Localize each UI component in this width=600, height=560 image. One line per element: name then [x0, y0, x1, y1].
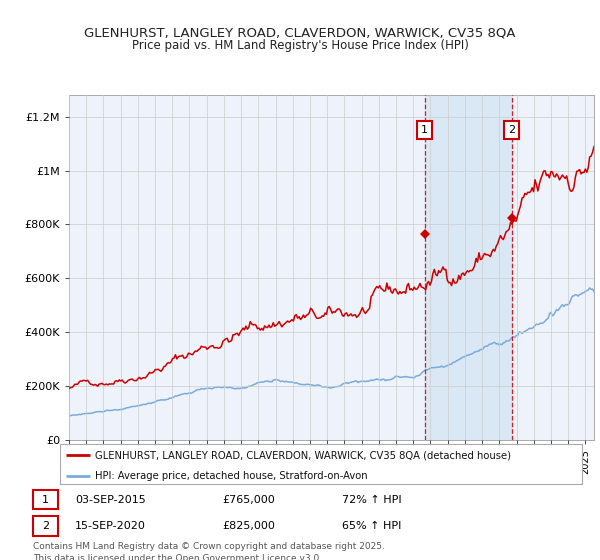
Text: 1: 1 — [421, 125, 428, 134]
Text: HPI: Average price, detached house, Stratford-on-Avon: HPI: Average price, detached house, Stra… — [95, 470, 368, 480]
Text: 15-SEP-2020: 15-SEP-2020 — [75, 521, 146, 531]
Text: Contains HM Land Registry data © Crown copyright and database right 2025.
This d: Contains HM Land Registry data © Crown c… — [33, 542, 385, 560]
Text: GLENHURST, LANGLEY ROAD, CLAVERDON, WARWICK, CV35 8QA (detached house): GLENHURST, LANGLEY ROAD, CLAVERDON, WARW… — [95, 450, 511, 460]
Text: 2: 2 — [42, 521, 49, 531]
FancyBboxPatch shape — [33, 516, 58, 536]
Text: 03-SEP-2015: 03-SEP-2015 — [75, 494, 146, 505]
Bar — [425, 95, 512, 440]
Text: GLENHURST, LANGLEY ROAD, CLAVERDON, WARWICK, CV35 8QA: GLENHURST, LANGLEY ROAD, CLAVERDON, WARW… — [84, 27, 516, 40]
Text: 1: 1 — [42, 494, 49, 505]
Text: £765,000: £765,000 — [222, 494, 275, 505]
FancyBboxPatch shape — [33, 489, 58, 510]
Text: 72% ↑ HPI: 72% ↑ HPI — [342, 494, 401, 505]
Text: £825,000: £825,000 — [222, 521, 275, 531]
Text: 2: 2 — [508, 125, 515, 134]
Text: 65% ↑ HPI: 65% ↑ HPI — [342, 521, 401, 531]
Text: Price paid vs. HM Land Registry's House Price Index (HPI): Price paid vs. HM Land Registry's House … — [131, 39, 469, 52]
